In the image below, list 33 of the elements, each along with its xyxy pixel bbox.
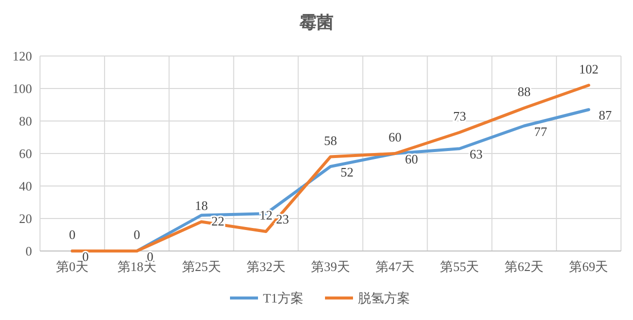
data-label: 52 — [340, 164, 354, 180]
x-tick-label: 第32天 — [246, 259, 286, 274]
data-label: 77 — [534, 124, 548, 139]
y-tick-label: 0 — [26, 244, 32, 259]
x-tick-label: 第69天 — [569, 259, 608, 274]
data-label: 0 — [82, 249, 89, 264]
data-label: 0 — [134, 227, 140, 242]
legend-label: T1方案 — [263, 290, 304, 306]
data-label: 60 — [388, 130, 402, 144]
data-label: 0 — [69, 227, 76, 242]
x-tick-label: 第39天 — [311, 259, 350, 274]
data-label: 88 — [518, 84, 531, 99]
y-tick-label: 120 — [12, 48, 32, 64]
data-label: 102 — [578, 61, 598, 76]
x-tick-label: 第55天 — [440, 259, 480, 274]
x-tick-label: 第47天 — [376, 259, 415, 274]
y-tick-label: 20 — [19, 211, 32, 226]
data-label: 58 — [324, 132, 337, 148]
y-tick-label: 60 — [19, 146, 32, 162]
data-label: 60 — [405, 152, 418, 166]
y-tick-label: 80 — [19, 114, 32, 129]
data-label: 0 — [146, 249, 154, 264]
data-label: 87 — [598, 108, 612, 123]
data-label: 18 — [194, 198, 208, 213]
data-label: 63 — [470, 146, 483, 162]
y-tick-label: 100 — [12, 81, 32, 96]
x-tick-label: 第62天 — [504, 259, 544, 274]
legend-label: 脱氢方案 — [358, 290, 410, 306]
data-label: 23 — [276, 212, 289, 227]
y-tick-label: 40 — [19, 178, 32, 194]
data-label: 73 — [453, 108, 466, 124]
x-tick-label: 第25天 — [182, 259, 221, 274]
chart-title: 霉菌 — [300, 13, 334, 32]
